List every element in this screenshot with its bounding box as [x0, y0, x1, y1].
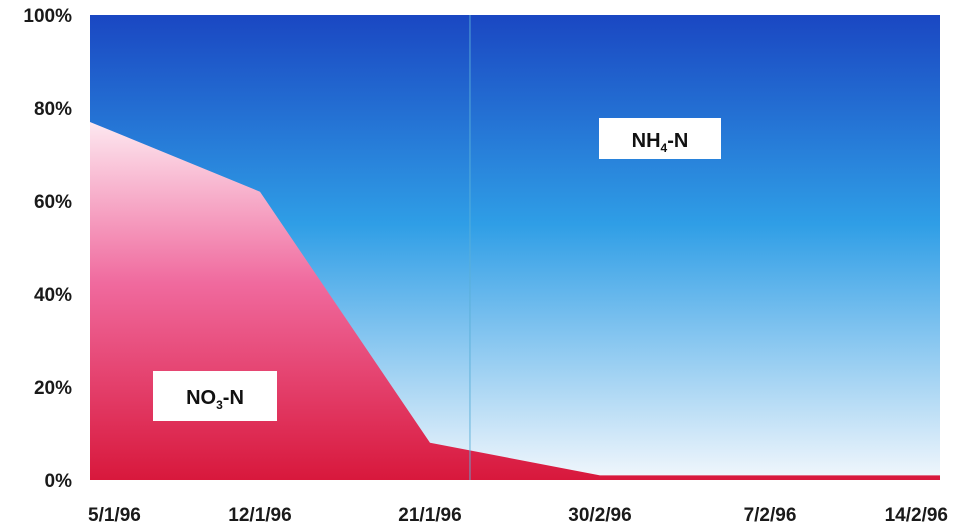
y-tick-label: 40% [34, 285, 72, 306]
svg-text:NO3-N: NO3-N [186, 387, 244, 412]
series-label-no3: NO3-N [153, 371, 277, 421]
x-tick-label: 14/2/96 [885, 505, 948, 526]
y-tick-label: 0% [45, 471, 73, 492]
y-tick-label: 100% [23, 6, 72, 27]
x-tick-label: 5/1/96 [88, 505, 141, 526]
x-tick-label: 12/1/96 [228, 505, 291, 526]
svg-text:NH4-N: NH4-N [632, 130, 689, 155]
x-tick-label: 21/1/96 [398, 505, 461, 526]
x-tick-label: 7/2/96 [744, 505, 797, 526]
x-axis: 5/1/96 12/1/96 21/1/96 30/2/96 7/2/96 14/2/96 [88, 505, 948, 526]
y-axis: 0% 20% 40% 60% 80% 100% [23, 6, 72, 492]
y-tick-label: 80% [34, 99, 72, 120]
x-tick-label: 30/2/96 [568, 505, 631, 526]
series-area-no3 [90, 121, 940, 480]
series-label-nh4: NH4-N [599, 118, 721, 159]
y-tick-label: 60% [34, 192, 72, 213]
y-tick-label: 20% [34, 378, 72, 399]
